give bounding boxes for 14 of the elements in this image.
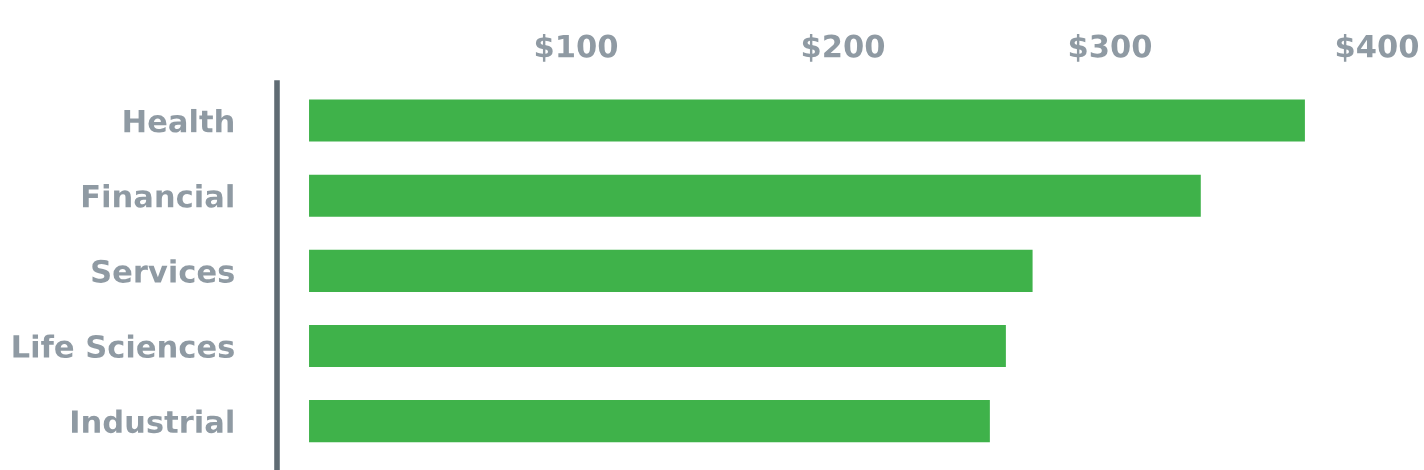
- y-tick-label: Health: [124, 108, 233, 133]
- y-tick-label: Services: [92, 259, 234, 283]
- x-tick-label: $100: [535, 33, 618, 62]
- bar: [309, 174, 1201, 217]
- x-tick-label: $400: [1336, 33, 1419, 62]
- y-tick-label: Life Sciences: [13, 334, 234, 359]
- bar: [309, 249, 1033, 292]
- bar: [309, 400, 990, 443]
- y-tick-label: Industrial: [71, 409, 233, 434]
- x-tick-label: $300: [1069, 33, 1152, 62]
- bar: [309, 324, 1006, 368]
- x-tick-label: $200: [802, 33, 885, 62]
- y-tick-label: Financial: [82, 184, 233, 208]
- bar: [309, 99, 1305, 142]
